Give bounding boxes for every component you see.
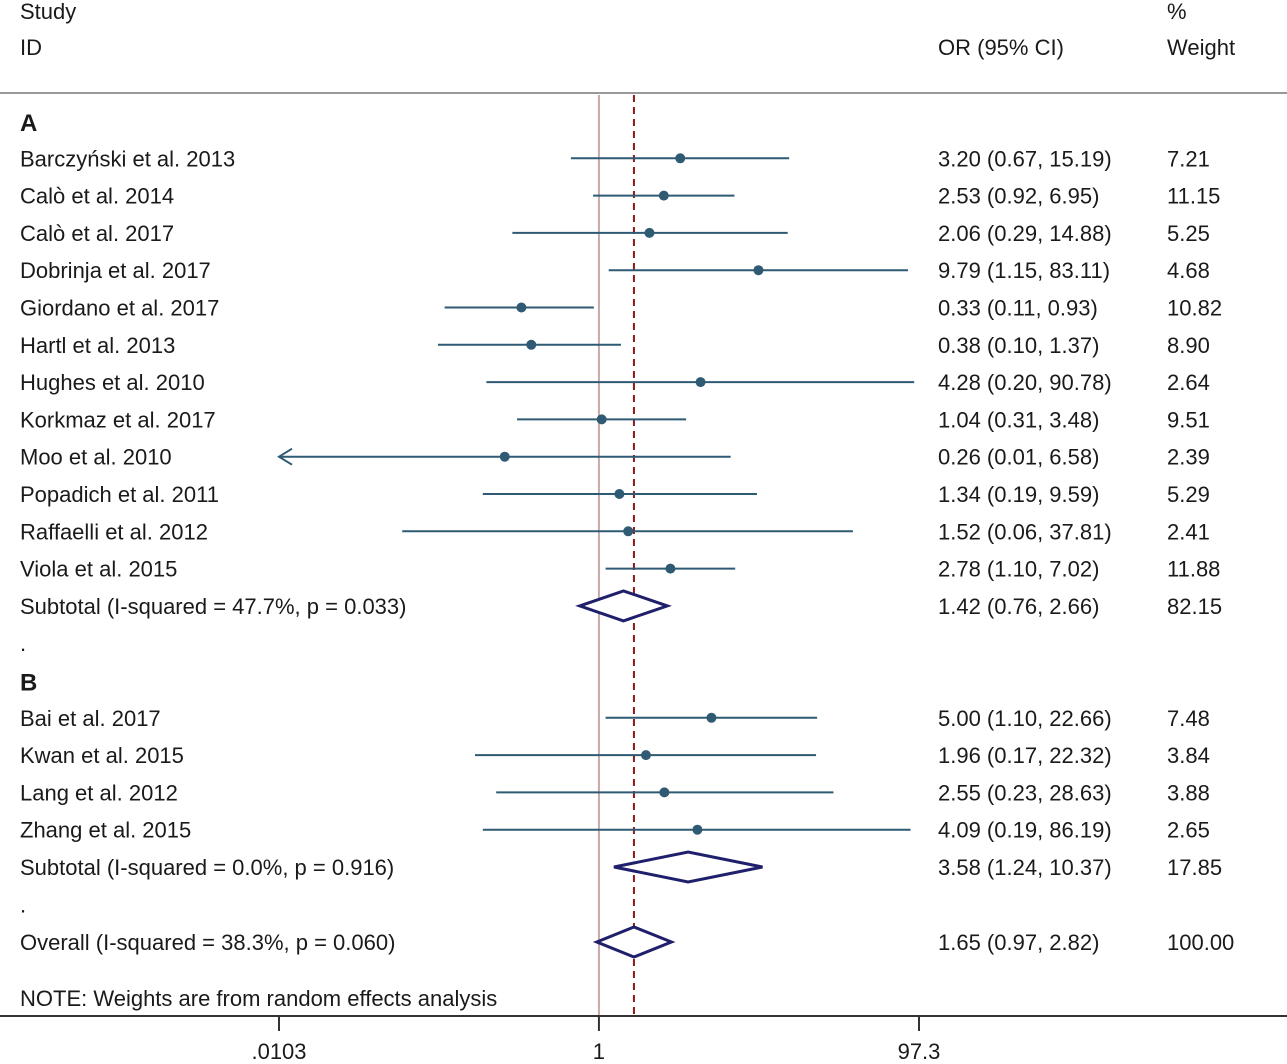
x-tick-label: 97.3 [898,1039,941,1064]
weight-value: 11.88 [1167,557,1220,582]
subtotal-diamond [575,589,672,623]
study-label: Hartl et al. 2013 [20,333,175,358]
or-ci-value: 0.26 (0.01, 6.58) [938,445,1099,470]
weight-value: 7.21 [1167,146,1210,171]
study-label: Zhang et al. 2015 [20,818,191,843]
study-label: Lang et al. 2012 [20,780,178,805]
or-ci-value: 2.53 (0.92, 6.95) [938,184,1099,209]
point-estimate [499,451,510,462]
point-estimate [516,302,527,313]
or-ci-value: 9.79 (1.15, 83.11) [938,258,1110,283]
weight-value: 2.65 [1167,818,1210,843]
study-label: Moo et al. 2010 [20,445,172,470]
weight-value: 7.48 [1167,706,1210,731]
weight-value: 17.85 [1167,855,1222,880]
study-label: Dobrinja et al. 2017 [20,258,211,283]
x-tick-label: 1 [593,1039,605,1064]
point-estimate [753,265,764,276]
weight-value: 11.15 [1167,184,1220,209]
header-study: Study [20,0,76,24]
or-ci-value: 4.28 (0.20, 90.78) [938,370,1112,395]
subtotal-label: Subtotal (I-squared = 47.7%, p = 0.033) [20,594,406,619]
or-ci-value: 2.55 (0.23, 28.63) [938,780,1112,805]
header-percent: % [1167,0,1187,24]
point-estimate [526,339,537,350]
point-estimate [644,227,655,238]
point-estimate [623,526,634,537]
study-label: Bai et al. 2017 [20,706,161,731]
header-or: OR (95% CI) [938,35,1064,60]
or-ci-value: 1.65 (0.97, 2.82) [938,930,1099,955]
overall-label: Overall (I-squared = 38.3%, p = 0.060) [20,930,395,955]
or-ci-value: 4.09 (0.19, 86.19) [938,818,1112,843]
weight-value: 100.00 [1167,930,1234,955]
weight-value: 2.64 [1167,370,1210,395]
study-label: Viola et al. 2015 [20,557,177,582]
group-label: A [20,110,37,137]
header-id: ID [20,35,42,60]
or-ci-value: 3.20 (0.67, 15.19) [938,146,1112,171]
point-estimate [665,563,676,574]
point-estimate [692,824,703,835]
or-ci-value: 1.42 (0.76, 2.66) [938,594,1099,619]
separator-dot: . [20,631,26,656]
subtotal-label: Subtotal (I-squared = 0.0%, p = 0.916) [20,855,394,880]
weight-value: 10.82 [1167,296,1222,321]
study-label: Korkmaz et al. 2017 [20,407,216,432]
weight-value: 8.90 [1167,333,1210,358]
weight-value: 82.15 [1167,594,1222,619]
point-estimate [640,750,651,761]
point-estimate [596,414,607,425]
point-estimate [658,190,669,201]
study-label: Hughes et al. 2010 [20,370,205,395]
or-ci-value: 3.58 (1.24, 10.37) [938,855,1112,880]
separator-dot: . [20,892,26,917]
or-ci-value: 1.34 (0.19, 9.59) [938,482,1099,507]
ci-arrow [277,447,293,466]
weight-value: 2.39 [1167,445,1210,470]
point-estimate [695,377,706,388]
subtotal-diamond [613,850,763,884]
note-text: NOTE: Weights are from random effects an… [20,986,497,1011]
study-label: Raffaelli et al. 2012 [20,519,208,544]
or-ci-value: 0.38 (0.10, 1.37) [938,333,1099,358]
weight-value: 3.84 [1167,743,1210,768]
group-label: B [20,670,37,697]
or-ci-value: 2.06 (0.29, 14.88) [938,221,1112,246]
weight-value: 4.68 [1167,258,1210,283]
or-ci-value: 1.04 (0.31, 3.48) [938,407,1099,432]
weight-value: 2.41 [1167,519,1210,544]
overall-diamond [592,925,676,959]
or-ci-value: 5.00 (1.10, 22.66) [938,706,1112,731]
or-ci-value: 1.52 (0.06, 37.81) [938,519,1112,544]
point-estimate [706,712,717,723]
study-label: Barczyński et al. 2013 [20,146,235,171]
study-label: Calò et al. 2017 [20,221,174,246]
study-label: Kwan et al. 2015 [20,743,184,768]
or-ci-value: 0.33 (0.11, 0.93) [938,296,1098,321]
header-weight: Weight [1167,35,1235,60]
x-tick-label: .0103 [251,1039,306,1064]
study-label: Giordano et al. 2017 [20,296,219,321]
point-estimate [675,153,686,164]
or-ci-value: 2.78 (1.10, 7.02) [938,557,1099,582]
weight-value: 5.25 [1167,221,1210,246]
point-estimate [614,489,625,499]
study-label: Calò et al. 2014 [20,184,174,209]
weight-value: 5.29 [1167,482,1210,507]
point-estimate [659,787,670,798]
weight-value: 3.88 [1167,780,1210,805]
or-ci-value: 1.96 (0.17, 22.32) [938,743,1112,768]
study-label: Popadich et al. 2011 [20,482,219,507]
weight-value: 9.51 [1167,407,1210,432]
